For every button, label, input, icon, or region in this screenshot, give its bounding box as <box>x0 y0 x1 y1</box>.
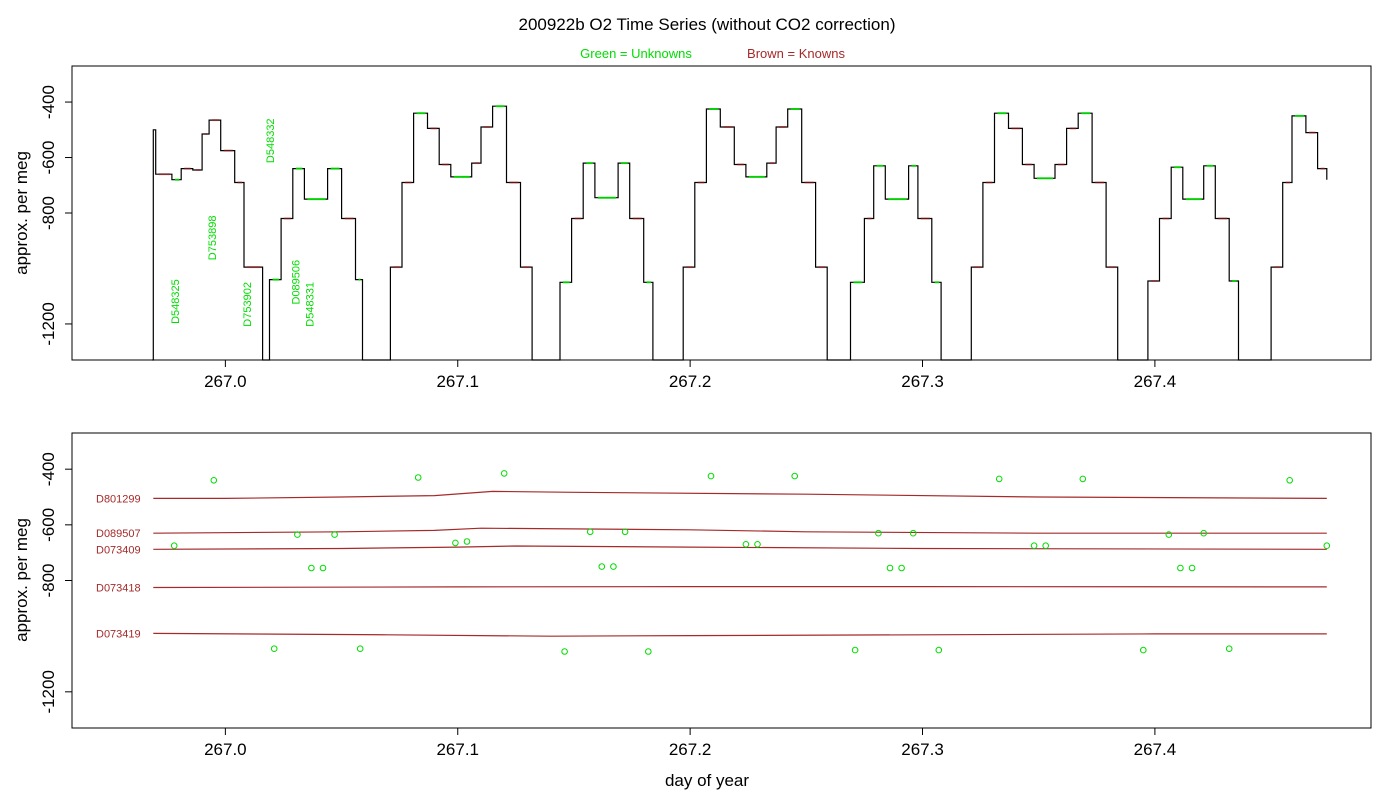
legend-unknowns: Green = Unknowns <box>580 46 692 61</box>
unknown-point <box>170 542 178 550</box>
known-label: D089507 <box>96 528 141 540</box>
unknown-point <box>586 528 594 536</box>
ts-x-tick-label: 267.2 <box>669 372 712 391</box>
known-line-d073418 <box>153 585 1327 589</box>
unknown-point <box>598 563 606 570</box>
sample-label: D753898 <box>207 216 219 261</box>
known-label: D073419 <box>96 628 141 640</box>
unknown-point <box>851 646 859 654</box>
unknown-point <box>707 472 715 480</box>
sc-y-tick-label: -800 <box>39 563 58 597</box>
unknown-point <box>610 563 617 570</box>
sc-x-tick-label: 267.4 <box>1134 740 1177 759</box>
ts-y-tick-label: -800 <box>39 196 58 230</box>
time-series-plot-frame <box>71 65 1372 361</box>
unknown-point <box>414 474 422 481</box>
legend-knowns: Brown = Knowns <box>747 46 845 61</box>
unknown-point <box>463 538 471 545</box>
unknown-point <box>898 564 905 572</box>
unknown-point <box>500 470 508 477</box>
sample-label: D548325 <box>170 279 182 324</box>
ts-y-tick-label: -1200 <box>39 302 58 345</box>
x-axis-label: day of year <box>665 771 749 790</box>
chart-title: 200922b O2 Time Series (without CO2 corr… <box>518 15 895 34</box>
time-series-panel: 267.0 267.1 267.2 267.3 267.4 -400 -600 -800 -12… <box>12 65 1372 391</box>
o2-time-series-line <box>152 105 1328 361</box>
ts-x-tick-label: 267.3 <box>901 372 944 391</box>
known-line-d801299 <box>153 490 1327 499</box>
unknown-point <box>210 477 218 484</box>
unknown-point <box>1200 529 1207 537</box>
sc-x-tick-label: 267.0 <box>204 740 247 759</box>
sc-x-tick-label: 267.3 <box>901 740 944 759</box>
unknown-point <box>742 541 750 548</box>
unknown-point <box>1079 475 1087 483</box>
ts-x-tick-label: 267.4 <box>1134 372 1177 391</box>
ts-x-tick-label: 267.0 <box>204 372 247 391</box>
scatter-panel: 267.0 267.1 267.2 267.3 267.4 -400 -600 -800 -12… <box>12 432 1372 790</box>
unknown-point <box>1030 542 1038 550</box>
unknown-point <box>561 648 568 655</box>
unknown-point <box>995 475 1003 483</box>
known-label: D073409 <box>96 544 141 556</box>
unknown-point <box>1188 564 1196 572</box>
unknown-point <box>754 541 761 548</box>
sc-y-tick-label: -1200 <box>39 670 58 713</box>
unknown-point <box>294 531 301 538</box>
unknown-point <box>791 472 799 480</box>
unknown-point <box>331 531 338 538</box>
unknown-point <box>909 529 917 537</box>
unknown-point <box>1140 646 1147 654</box>
sample-label: D548331 <box>305 282 317 327</box>
unknown-point <box>1165 531 1173 538</box>
unknown-point <box>621 528 629 536</box>
unknown-point <box>1286 477 1293 484</box>
sc-y-tick-label: -600 <box>39 508 58 542</box>
sample-label: D548332 <box>265 118 277 163</box>
unknown-point <box>935 646 943 654</box>
unknown-point <box>875 529 882 537</box>
scatter-plot-frame <box>71 432 1372 729</box>
sc-x-tick-label: 267.2 <box>669 740 712 759</box>
ts-x-tick-label: 267.1 <box>436 372 479 391</box>
unknown-point <box>1323 542 1331 550</box>
unknown-point <box>886 564 894 572</box>
ts-y-tick-label: -400 <box>39 85 58 119</box>
sample-label: D089506 <box>291 260 303 305</box>
known-label: D801299 <box>96 493 141 505</box>
sc-x-tick-label: 267.1 <box>436 740 479 759</box>
scatter-y-axis-label: approx. per meg <box>12 518 31 642</box>
time-series-y-axis-label: approx. per meg <box>12 151 31 275</box>
unknown-point <box>356 645 364 653</box>
sample-label: D753902 <box>242 282 254 327</box>
unknown-point <box>308 564 315 572</box>
unknown-point <box>270 645 278 653</box>
unknown-point <box>1177 564 1184 572</box>
sc-y-tick-label: -400 <box>39 452 58 486</box>
unknown-point <box>319 564 327 572</box>
known-label: D073418 <box>96 583 141 595</box>
unknown-point <box>1042 542 1049 550</box>
known-line-d073419 <box>153 632 1327 637</box>
unknown-point <box>645 648 652 655</box>
unknown-point <box>1225 645 1233 653</box>
known-line-d089507 <box>153 527 1327 534</box>
ts-y-tick-label: -600 <box>39 141 58 175</box>
known-line-d073409 <box>153 545 1327 550</box>
unknown-point <box>452 539 459 547</box>
